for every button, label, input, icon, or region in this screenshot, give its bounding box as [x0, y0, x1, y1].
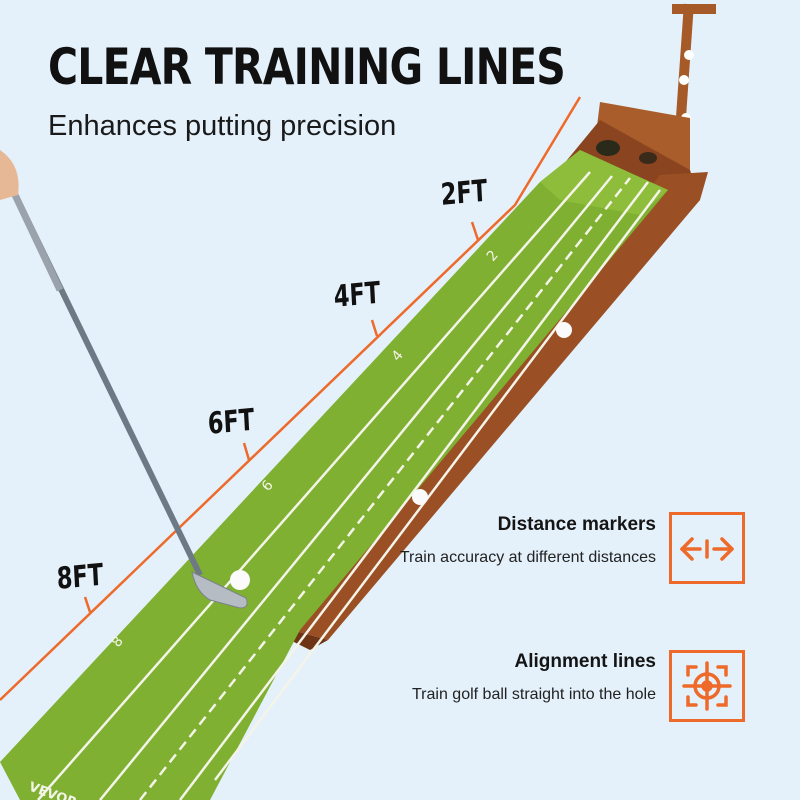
feature-description: Train golf ball straight into the hole — [412, 686, 656, 703]
distance-label-2ft: 2FT — [440, 173, 489, 213]
feature-distance-markers: Distance markers Train accuracy at diffe… — [396, 514, 656, 569]
page-title: CLEAR TRAINING LINES — [48, 38, 566, 96]
distance-label-6ft: 6FT — [207, 402, 256, 442]
feature-description: Train accuracy at different distances — [399, 549, 656, 566]
feature-title: Alignment lines — [514, 651, 656, 672]
distance-guide-line — [0, 96, 582, 701]
target-crosshair-icon — [669, 650, 745, 722]
ball-return-ball — [556, 322, 572, 338]
training-lines — [37, 171, 661, 800]
feature-alignment-lines: Alignment lines Train golf ball straight… — [396, 651, 656, 706]
ball-return-ball — [412, 489, 428, 505]
golf-club — [0, 150, 248, 609]
feature-title: Distance markers — [497, 514, 656, 535]
distance-label-4ft: 4FT — [333, 275, 382, 315]
page-subtitle: Enhances putting precision — [48, 110, 397, 142]
arrows-left-right-icon — [669, 512, 745, 584]
distance-label-8ft: 8FT — [56, 557, 105, 597]
wooden-rail — [292, 172, 708, 640]
golf-ball — [230, 570, 250, 590]
